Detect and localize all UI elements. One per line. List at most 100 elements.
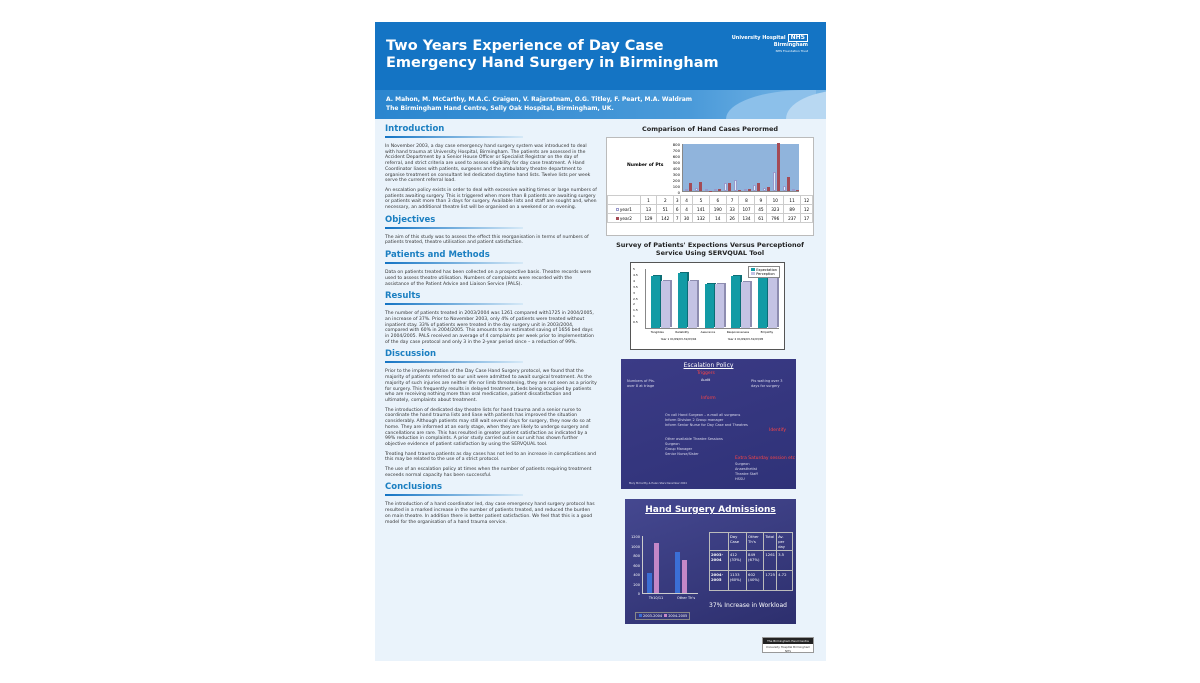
y-axis-ticks: 800 700 600 500 400 300 200 100 0	[672, 142, 680, 195]
hand-surgery-admissions-slide: Hand Surgery Admissions 1200 1000 800 600 40…	[625, 499, 796, 624]
x-axis-categories: Th10/11 Other Th's	[648, 596, 696, 600]
affiliation: The Birmingham Hand Centre, Selly Oak Ho…	[386, 105, 614, 112]
bar-group	[714, 189, 722, 191]
chart-title: Comparison of Hand Cases Perormed	[641, 125, 779, 133]
bar-group	[647, 543, 659, 593]
y-axis-ticks: 1200 1000 800 600 400 200 0	[631, 535, 640, 596]
section-heading: Conclusions	[385, 482, 443, 493]
bar	[675, 551, 680, 593]
chart-title: Survey of Patients' Expections Versus Pe…	[616, 241, 804, 257]
slide-title: Escalation Policy	[683, 362, 734, 369]
paragraph: Data on patients treated has been collec…	[385, 270, 592, 287]
bar-group	[685, 183, 692, 191]
bar	[772, 171, 776, 191]
bar	[731, 276, 741, 328]
bar	[698, 182, 702, 191]
bar-group	[758, 277, 778, 328]
workload-annotation: 37% Increase in Workload	[709, 602, 787, 609]
plot-area	[645, 269, 779, 329]
bar	[747, 189, 751, 191]
bar-group	[677, 272, 697, 328]
bar	[768, 277, 778, 328]
paragraph: The introduction of dedicated day theatr…	[385, 407, 591, 447]
bar-group	[694, 182, 702, 191]
paragraph: Treating hand trauma patients as day cas…	[385, 451, 596, 463]
paragraph: An escalation policy exists in order to …	[385, 187, 597, 211]
bar	[687, 280, 697, 328]
x-axis-groups: Year 1 01/09/03-31/03/04 Year 2 01/09/03-…	[660, 337, 764, 341]
bar	[782, 185, 786, 191]
section-heading: Patients and Methods	[385, 250, 490, 261]
bar-group	[724, 182, 731, 191]
bar-group	[704, 283, 724, 328]
legend: 2003-2004 2004-2005	[635, 612, 691, 620]
paragraph: The use of an escalation policy at times…	[385, 467, 592, 478]
heading-underline	[385, 303, 523, 306]
x-axis-categories: Tangibles Reliability Assurance Responsiven…	[650, 330, 774, 334]
bar	[737, 190, 741, 191]
hand-cases-chart: Number of Pts 800 700 600 500 400 300 200 100 0 …	[606, 137, 814, 236]
heading-underline	[385, 226, 523, 229]
servqual-chart: 5 4.5 4 3.5 3 2.5 2 1.5 1 0.5 Expectation Percept…	[630, 262, 785, 350]
bar	[767, 187, 770, 191]
bar	[763, 188, 766, 191]
bar	[689, 183, 692, 191]
poster-title: Two Years Experience of Day Case Emergen…	[386, 38, 719, 71]
bar-group	[651, 276, 670, 328]
bar	[792, 189, 796, 191]
heading-underline	[385, 136, 523, 138]
bar	[786, 176, 790, 191]
admissions-table: Day Case Other Th's Total Av. per day 20…	[709, 532, 793, 591]
y-axis-label: Number of Pts	[627, 163, 664, 168]
heading-underline	[385, 494, 523, 497]
bar	[757, 182, 761, 191]
bar	[685, 189, 688, 191]
paragraph: Prior to the implementation of the Day C…	[385, 369, 597, 403]
bar-group	[763, 187, 770, 191]
section-heading: Objectives	[385, 214, 436, 225]
bar	[704, 189, 708, 191]
bar-group	[704, 189, 712, 191]
bar	[776, 143, 780, 191]
paragraph: The aim of this study was to assess the …	[385, 234, 589, 246]
bar-group	[743, 189, 751, 191]
authors: A. Mahon, M. McCarthy, M.A.C. Craigen, V…	[386, 96, 692, 103]
escalation-policy-slide: Escalation Policy Triggers Audit Numbers…	[621, 359, 796, 489]
bar	[724, 182, 727, 191]
nhs-badge-icon: NHS	[787, 34, 808, 42]
bar	[714, 189, 718, 191]
author-band: A. Mahon, M. McCarthy, M.A.C. Craigen, V…	[375, 90, 826, 119]
bar	[677, 272, 687, 328]
bar	[661, 281, 670, 328]
data-table: 1 2 3 4 5 6 7 8 9 10 11 12 year1 13 51 6 4 141 190 33 107 45…	[607, 195, 813, 223]
bar	[758, 277, 768, 328]
section-heading: Discussion	[385, 349, 437, 360]
section-heading: Introduction	[385, 124, 445, 134]
bar	[796, 189, 800, 191]
bar	[733, 179, 737, 191]
bar	[654, 543, 659, 593]
plot-area	[682, 143, 800, 192]
heading-underline	[385, 361, 523, 364]
paragraph: The number of patients treated in 2003/2…	[385, 311, 594, 345]
paragraph: In November 2003, a day case emergency h…	[385, 144, 591, 184]
nhs-logo: University Hospital NHS Birmingham NHS Fo…	[731, 34, 808, 53]
bar-group	[782, 176, 790, 191]
bar	[718, 189, 722, 191]
hand-centre-logo: The Birmingham Hand Centre University Ho…	[762, 637, 814, 653]
bar-group	[675, 551, 687, 593]
poster: Two Years Experience of Day Case Emergen…	[375, 22, 826, 661]
bar-group	[733, 179, 741, 191]
bar	[714, 283, 724, 328]
bar	[743, 189, 747, 191]
section-heading: Results	[385, 291, 421, 302]
left-column: Introduction In November 2003, a day cas…	[385, 122, 597, 529]
bar	[728, 183, 731, 191]
bar	[647, 573, 652, 593]
bar-group	[772, 143, 780, 191]
legend: Expectation Perception	[748, 266, 780, 278]
bar-group	[753, 182, 761, 191]
bar	[694, 187, 698, 191]
plot-area	[642, 536, 698, 594]
bar	[753, 184, 757, 191]
